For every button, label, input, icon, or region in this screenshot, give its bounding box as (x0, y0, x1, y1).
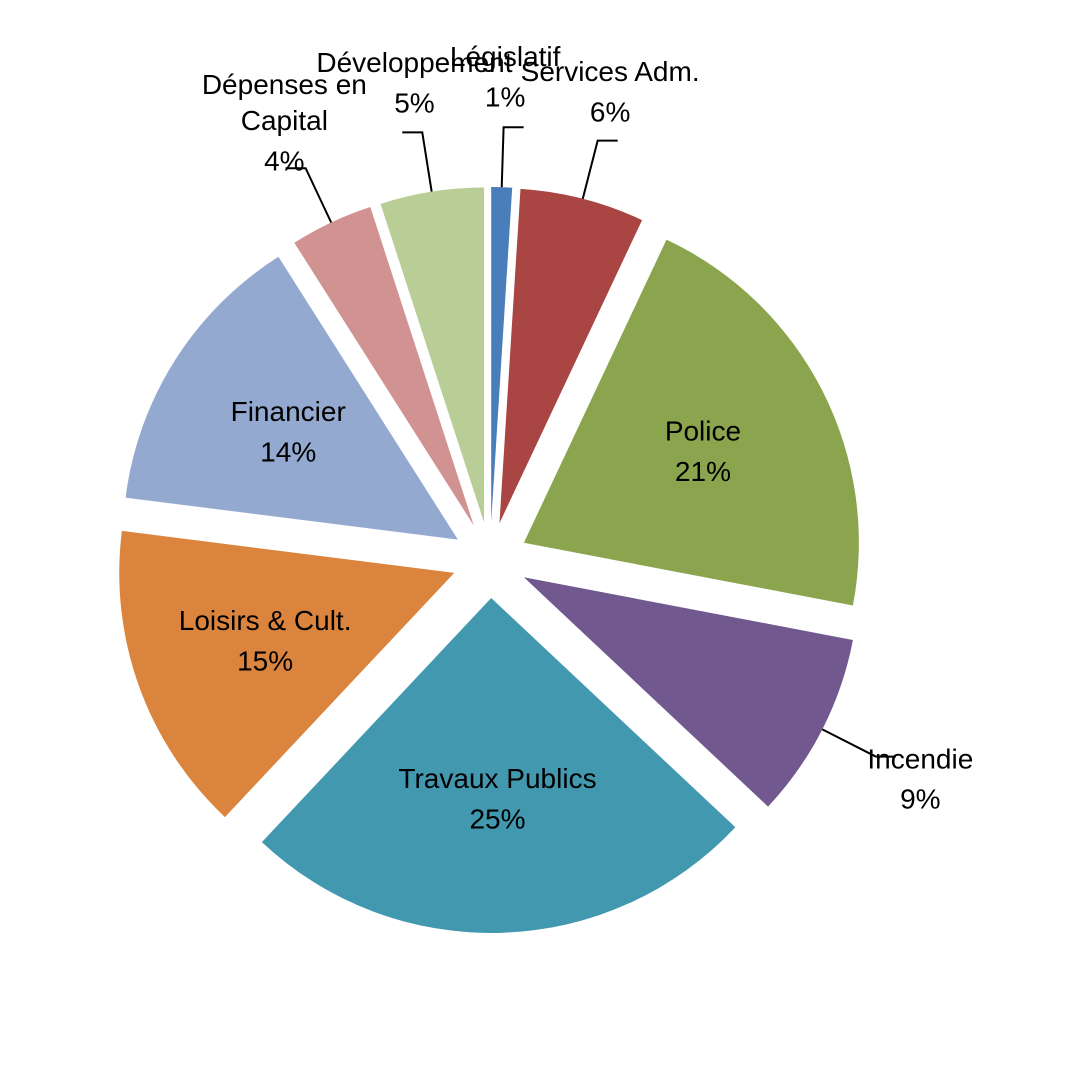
pie-slice (523, 577, 853, 807)
slice-value: 21% (675, 456, 731, 487)
leader-line (285, 167, 333, 223)
slice-value: 5% (394, 87, 434, 118)
slice-value: 4% (264, 145, 304, 176)
slice-label: Législatif (450, 42, 561, 73)
slice-label: Police (665, 416, 741, 447)
slice-value: 6% (590, 97, 630, 128)
slice-value: 1% (485, 82, 525, 113)
slice-label: Services Adm. (521, 57, 700, 88)
slice-label: Dépenses en Capital (202, 69, 367, 136)
leader-line (581, 139, 618, 199)
leader-line (500, 126, 524, 188)
slice-value: 25% (469, 803, 525, 834)
slice-label: Développement (316, 47, 512, 78)
pie-slice (125, 256, 458, 540)
pie-slice (380, 187, 485, 523)
pie-slice (491, 187, 513, 523)
pie-slice (523, 239, 859, 606)
pie-slice (294, 207, 474, 526)
pie-slice (261, 597, 736, 933)
slice-label: Financier (231, 396, 346, 427)
leader-line (821, 728, 896, 758)
slice-value: 15% (237, 645, 293, 676)
slice-label: Travaux Publics (398, 763, 596, 794)
slice-value: 9% (900, 784, 940, 815)
pie-slice (119, 530, 455, 818)
pie-slice (499, 188, 643, 524)
slice-value: 14% (260, 436, 316, 467)
leader-line (402, 131, 433, 192)
slice-label: Loisirs & Cult. (179, 605, 352, 636)
slice-label: Incendie (867, 744, 973, 775)
